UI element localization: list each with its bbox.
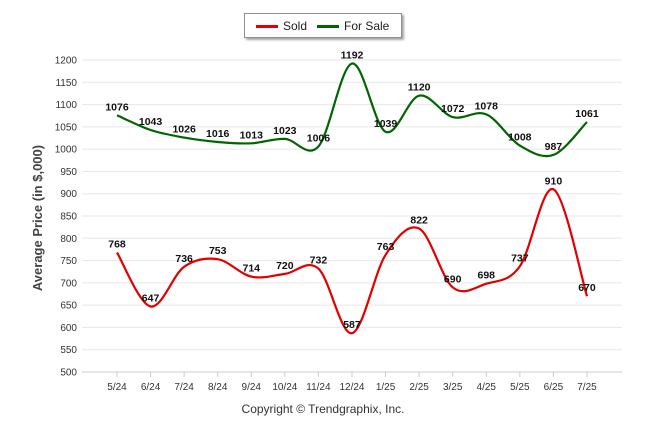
for-sale-data-label: 1026 — [172, 124, 196, 136]
y-tick-label: 500 — [60, 368, 77, 379]
for-sale-series-line — [116, 62, 588, 158]
for-sale-data-label: 1043 — [139, 116, 163, 128]
x-tick-label: 7/24 — [174, 382, 194, 393]
sold-data-label: 587 — [343, 319, 361, 331]
sold-data-label: 720 — [276, 260, 294, 272]
x-tick-label: 12/24 — [339, 382, 364, 393]
y-tick-label: 900 — [60, 189, 77, 200]
x-tick-label: 2/25 — [409, 382, 429, 393]
x-tick-label: 4/25 — [477, 382, 497, 393]
sold-data-label: 768 — [108, 239, 126, 251]
legend-item-sold[interactable]: Sold — [256, 19, 307, 33]
y-tick-label: 800 — [60, 234, 77, 245]
copyright-text: Copyright © Trendgraphix, Inc. — [241, 402, 405, 416]
x-tick-label: 11/24 — [306, 382, 331, 393]
x-tick-label: 9/24 — [242, 382, 262, 393]
x-tick-label: 5/25 — [510, 382, 530, 393]
y-tick-label: 950 — [60, 167, 77, 178]
for-sale-data-label: 1008 — [508, 132, 532, 144]
for-sale-data-label: 1192 — [341, 50, 364, 62]
for-sale-data-label: 1076 — [105, 101, 129, 113]
x-tick-label: 1/25 — [376, 382, 396, 393]
x-tick-label: 10/24 — [272, 382, 297, 393]
data-labels: 768 647 736 753 714 720 732 587 763 822 690 698 737 9… — [105, 50, 598, 332]
sold-series-line — [116, 188, 589, 335]
sold-data-label: 763 — [377, 241, 395, 253]
legend: Sold For Sale — [244, 13, 402, 38]
y-tick-label: 1050 — [55, 122, 78, 133]
y-tick-label: 600 — [60, 323, 77, 334]
y-tick-label: 1100 — [55, 100, 77, 111]
x-tick-label: 3/25 — [443, 382, 463, 393]
for-sale-data-label: 1006 — [307, 132, 331, 144]
for-sale-data-label: 1016 — [206, 128, 230, 140]
gridlines — [82, 59, 622, 373]
y-tick-label: 650 — [60, 301, 77, 312]
x-tick-label: 6/25 — [544, 382, 564, 393]
sold-data-label: 714 — [243, 263, 261, 275]
for-sale-data-label: 1061 — [575, 108, 599, 120]
sold-data-label: 690 — [444, 273, 462, 285]
sold-data-label: 753 — [209, 245, 227, 257]
x-tick-label: 7/25 — [577, 382, 597, 393]
for-sale-data-label: 1023 — [273, 125, 297, 137]
sold-data-label: 732 — [310, 255, 328, 267]
for-sale-data-label: 1120 — [408, 82, 431, 94]
sold-data-label: 647 — [142, 292, 160, 304]
y-tick-label: 700 — [60, 278, 77, 289]
for-sale-data-label: 1013 — [240, 129, 264, 141]
sold-data-label: 736 — [175, 253, 193, 265]
sold-data-label: 822 — [410, 214, 428, 226]
sold-data-label: 910 — [545, 175, 563, 187]
x-tick-label: 5/24 — [107, 382, 127, 393]
y-axis-label: Average Price (in $,000) — [30, 145, 45, 291]
y-tick-label: 1150 — [55, 78, 77, 89]
y-axis-ticks: 500 550 600 650 700 750 800 850 900 950 1000 1050 11… — [55, 56, 78, 379]
legend-item-for-sale[interactable]: For Sale — [317, 19, 389, 33]
x-tick-label: 6/24 — [141, 382, 161, 393]
sold-data-label: 670 — [578, 282, 596, 294]
y-tick-label: 1200 — [55, 56, 78, 67]
for-sale-swatch — [317, 24, 339, 28]
x-tick-label: 8/24 — [208, 382, 228, 393]
legend-for-sale-label: For Sale — [344, 19, 390, 33]
x-axis-ticks: 5/24 6/24 7/24 8/24 9/24 10/24 11/24 12/24 1/25 2… — [107, 372, 597, 393]
legend-sold-label: Sold — [283, 19, 308, 33]
sold-swatch — [256, 24, 278, 28]
for-sale-data-label: 1072 — [441, 103, 465, 115]
y-tick-label: 750 — [60, 256, 77, 267]
y-tick-label: 850 — [60, 212, 77, 223]
sold-data-label: 737 — [511, 252, 529, 264]
for-sale-data-label: 1078 — [475, 100, 499, 112]
y-tick-label: 550 — [60, 345, 77, 356]
y-tick-label: 1000 — [55, 145, 78, 156]
sold-data-label: 698 — [478, 270, 496, 282]
for-sale-data-label: 987 — [545, 141, 563, 153]
for-sale-data-label: 1039 — [374, 118, 398, 130]
series-lines — [116, 62, 589, 335]
